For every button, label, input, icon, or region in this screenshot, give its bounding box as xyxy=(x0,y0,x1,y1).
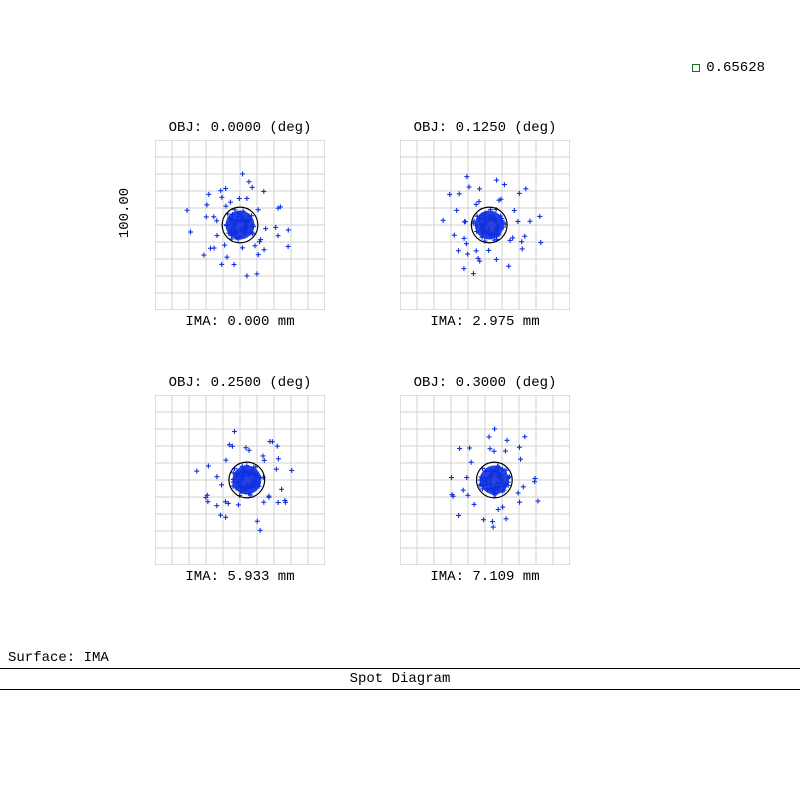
legend: 0.65628 xyxy=(692,60,765,76)
surface-label: Surface: IMA xyxy=(0,648,800,668)
panel-title: OBJ: 0.0000 (deg) xyxy=(155,120,325,136)
panel-caption: IMA: 5.933 mm xyxy=(155,569,325,585)
spot-panel: OBJ: 0.1250 (deg) IMA: 2.975 mm xyxy=(400,120,570,330)
panel-title: OBJ: 0.1250 (deg) xyxy=(400,120,570,136)
legend-wavelength: 0.65628 xyxy=(706,60,765,76)
diagram-title: Spot Diagram xyxy=(0,669,800,689)
panel-title: OBJ: 0.3000 (deg) xyxy=(400,375,570,391)
spot-panel: OBJ: 0.3000 (deg) IMA: 7.109 mm xyxy=(400,375,570,585)
legend-marker-icon xyxy=(692,64,700,72)
footer-block: Surface: IMA Spot Diagram xyxy=(0,648,800,690)
divider xyxy=(0,689,800,690)
spot-grid xyxy=(155,395,325,565)
y-axis-scale-label: 100.00 xyxy=(117,188,133,238)
spot-panel: OBJ: 0.0000 (deg) IMA: 0.000 mm xyxy=(155,120,325,330)
spot-grid xyxy=(155,140,325,310)
panel-caption: IMA: 2.975 mm xyxy=(400,314,570,330)
spot-grid xyxy=(400,395,570,565)
spot-diagram-canvas: 0.65628 100.00 OBJ: 0.0000 (deg) IMA: 0.0… xyxy=(0,0,800,800)
spot-panel: OBJ: 0.2500 (deg) IMA: 5.933 mm xyxy=(155,375,325,585)
spot-grid xyxy=(400,140,570,310)
panel-caption: IMA: 7.109 mm xyxy=(400,569,570,585)
panel-title: OBJ: 0.2500 (deg) xyxy=(155,375,325,391)
panel-caption: IMA: 0.000 mm xyxy=(155,314,325,330)
